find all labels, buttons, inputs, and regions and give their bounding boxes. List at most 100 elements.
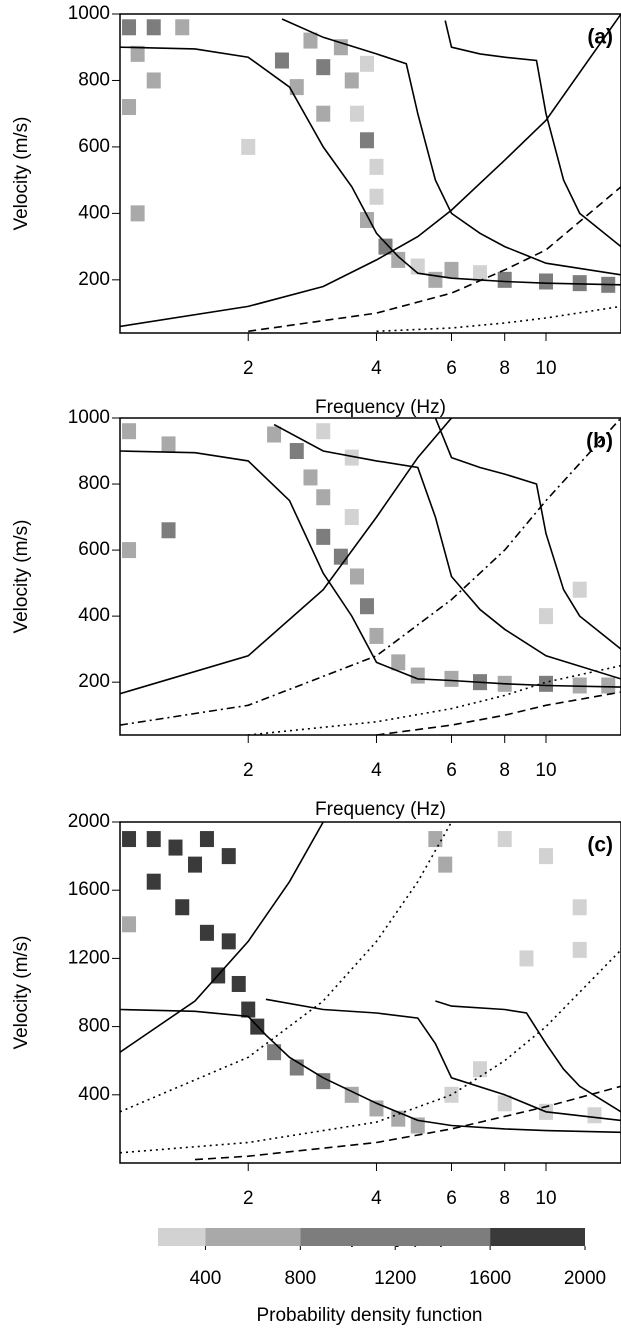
x-tick-label: 2 <box>243 760 254 781</box>
x-tick-label: 4 <box>371 1188 382 1209</box>
y-tick-label: 1000 <box>68 3 110 24</box>
panel-label: (b) <box>586 430 613 453</box>
pdf-cell <box>410 667 425 684</box>
pdf-cell <box>303 32 318 49</box>
y-tick-label: 400 <box>78 605 110 626</box>
dispersion-curve <box>120 418 453 695</box>
x-tick-label: 6 <box>446 760 457 781</box>
x-tick-label: 2 <box>243 358 254 379</box>
y-tick-label: 200 <box>78 671 110 692</box>
pdf-cell <box>221 933 236 950</box>
dispersion-curve <box>120 822 324 1053</box>
dispersion-curve <box>120 14 621 328</box>
pdf-cell <box>146 19 161 36</box>
dispersion-curve <box>194 1085 621 1161</box>
y-tick-label: 1000 <box>68 407 110 428</box>
pdf-cell <box>274 52 289 69</box>
plot-frame <box>119 821 621 1164</box>
x-tick-label: 10 <box>535 358 556 379</box>
pdf-cell <box>316 528 331 545</box>
pdf-cell <box>316 105 331 122</box>
pdf-cell <box>378 238 393 255</box>
pdf-cell <box>572 899 587 916</box>
colorbar-bin <box>490 1228 585 1246</box>
y-tick-label: 800 <box>78 473 110 494</box>
plot-area <box>120 418 621 735</box>
pdf-cell <box>572 941 587 958</box>
panel-label: (c) <box>587 834 613 857</box>
pdf-cell <box>359 132 374 149</box>
dispersion-curve <box>120 46 621 286</box>
pdf-cell <box>587 1107 602 1124</box>
dispersion-curve <box>120 450 621 688</box>
pdf-cell <box>303 469 318 486</box>
plot-area <box>120 14 621 333</box>
pdf-cell <box>199 924 214 941</box>
pdf-cell <box>241 1001 256 1018</box>
pdf-cell <box>175 899 190 916</box>
pdf-cell <box>122 916 137 933</box>
pdf-cell <box>168 839 183 856</box>
pdf-cell <box>316 423 331 440</box>
pdf-cell <box>538 273 553 290</box>
pdf-cell <box>359 55 374 72</box>
pdf-cell <box>146 873 161 890</box>
pdf-cell <box>359 598 374 615</box>
pdf-cell <box>344 1086 359 1103</box>
y-tick-label: 2000 <box>68 811 110 832</box>
pdf-cell <box>369 158 384 175</box>
dispersion-curve <box>265 998 621 1122</box>
pdf-cell <box>444 261 459 278</box>
dispersion-curve <box>120 822 453 1113</box>
pdf-cell <box>497 271 512 288</box>
pdf-cell <box>344 509 359 526</box>
dispersion-curve <box>120 418 621 726</box>
colorbar-bin <box>158 1228 206 1246</box>
pdf-cell <box>444 670 459 687</box>
colorbar-tick-label: 1200 <box>374 1268 416 1289</box>
dispersion-curve <box>434 418 621 650</box>
pdf-cell <box>161 522 176 539</box>
pdf-cell <box>122 423 137 440</box>
pdf-cell <box>438 856 453 873</box>
x-axis-label: Frequency (Hz) <box>315 397 446 418</box>
dispersion-curve <box>273 423 621 680</box>
x-tick-label: 8 <box>499 1188 510 1209</box>
pdf-cell <box>146 831 161 848</box>
colorbar-tick-label: 800 <box>284 1268 316 1289</box>
plot-frame <box>119 417 621 736</box>
pdf-cell <box>199 831 214 848</box>
dispersion-curve <box>281 18 621 276</box>
pdf-cell <box>538 608 553 625</box>
pdf-cell <box>444 1086 459 1103</box>
x-tick-label: 8 <box>499 358 510 379</box>
pdf-cell <box>391 654 406 671</box>
y-tick-label: 600 <box>78 136 110 157</box>
y-tick-label: 1200 <box>68 947 110 968</box>
plot-frame <box>119 13 621 334</box>
pdf-cell <box>369 188 384 205</box>
pdf-cell <box>601 677 616 694</box>
colorbar-tick-label: 2000 <box>564 1268 606 1289</box>
y-axis-label: Velocity (m/s) <box>11 935 32 1049</box>
pdf-cell <box>316 1073 331 1090</box>
pdf-cell <box>344 449 359 466</box>
colorbar-bin <box>300 1228 491 1246</box>
dispersion-curve <box>376 305 621 333</box>
pdf-cell <box>130 205 145 222</box>
pdf-cell <box>289 443 304 460</box>
dispersion-curve <box>376 691 621 735</box>
y-axis-label: Velocity (m/s) <box>11 519 32 633</box>
pdf-cell <box>428 831 443 848</box>
pdf-cell <box>369 627 384 644</box>
x-axis-label: Frequency (Hz) <box>315 799 446 820</box>
pdf-cell <box>359 212 374 229</box>
y-tick-label: 1600 <box>68 879 110 900</box>
dispersion-curve <box>248 664 621 735</box>
pdf-cell <box>122 99 137 116</box>
x-tick-label: 4 <box>371 760 382 781</box>
x-tick-label: 10 <box>535 760 556 781</box>
pdf-cell <box>267 426 282 443</box>
pdf-cell <box>221 848 236 865</box>
